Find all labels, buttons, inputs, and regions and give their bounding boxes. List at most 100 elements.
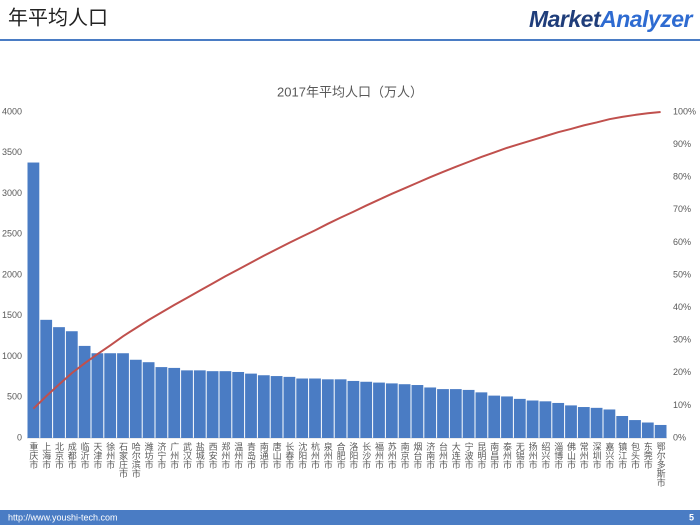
bar [193, 370, 206, 438]
bar [437, 389, 449, 438]
x-tick-label: 合肥市 [336, 441, 346, 470]
x-tick-label: 沈阳市 [297, 441, 307, 470]
bar [78, 345, 91, 438]
x-tick-label: 成都市 [67, 441, 77, 470]
bar [654, 424, 667, 438]
y2-tick-label: 60% [673, 237, 691, 247]
x-tick-label: 南昌市 [489, 441, 499, 470]
bar [513, 398, 526, 438]
y-tick-label: 2000 [2, 269, 22, 279]
x-tick-label: 福州市 [374, 441, 384, 470]
x-tick-label: 宁波市 [464, 441, 474, 470]
logo-part: Market [529, 6, 602, 32]
bar [629, 420, 641, 438]
x-tick-label: 深圳市 [592, 442, 602, 470]
bar [398, 384, 411, 438]
bar [616, 415, 629, 438]
bar [641, 422, 654, 438]
x-tick-label: 广州市 [169, 441, 179, 470]
bar [245, 373, 257, 438]
x-tick-label: 临沂市 [80, 441, 90, 470]
y2-tick-label: 10% [673, 400, 691, 410]
x-tick-label: 杭州市 [310, 441, 320, 470]
y-tick-label: 2500 [2, 229, 22, 239]
bar [53, 327, 65, 438]
y2-tick-label: 100% [673, 106, 696, 116]
x-tick-label: 盐城市 [195, 441, 205, 470]
bar [385, 383, 398, 438]
bar [424, 387, 437, 438]
y-tick-label: 1500 [2, 310, 22, 320]
logo-part: Analyzer [599, 6, 693, 32]
y2-tick-label: 20% [673, 367, 691, 377]
x-tick-label: 台州市 [438, 441, 448, 470]
y-tick-label: 4000 [2, 106, 22, 116]
x-tick-label: 常州市 [579, 441, 589, 470]
bar [475, 392, 488, 438]
footer-bar [0, 510, 700, 525]
x-tick-label: 上海市 [41, 442, 51, 470]
bar [270, 376, 283, 438]
bar [296, 378, 309, 438]
bar [129, 359, 142, 438]
bar [347, 380, 360, 438]
logo: MarketAnalyzer [529, 6, 694, 32]
x-tick-label: 泉州市 [323, 441, 333, 470]
x-tick-label: 郑州市 [220, 441, 230, 470]
x-tick-label: 昆明市 [476, 442, 486, 470]
bar [283, 376, 296, 438]
bar [360, 381, 373, 438]
x-tick-label: 佛山市 [566, 441, 576, 470]
bar [206, 371, 219, 438]
x-tick-label: 青岛市 [246, 441, 256, 470]
x-tick-label: 包头市 [630, 441, 640, 470]
bar [232, 371, 245, 438]
bar [577, 407, 590, 438]
header-rule [0, 39, 700, 41]
y2-tick-label: 30% [673, 335, 691, 345]
x-tick-label: 洛阳市 [348, 441, 358, 470]
bar [142, 362, 155, 438]
y2-tick-label: 90% [673, 139, 691, 149]
x-tick-label: 扬州市 [528, 441, 538, 470]
x-tick-label: 重庆市 [28, 441, 38, 470]
x-tick-label: 绍兴市 [540, 441, 550, 470]
x-tick-label: 北京市 [54, 442, 64, 470]
bar [91, 353, 104, 438]
cumulative-line [32, 111, 661, 410]
bar [590, 407, 603, 438]
bar [488, 395, 501, 438]
x-tick-label: 泰州市 [502, 441, 512, 470]
x-tick-label: 徐州市 [105, 441, 115, 470]
x-tick-label: 哈尔滨市 [131, 441, 141, 479]
bar [373, 382, 385, 438]
bar [501, 396, 513, 438]
y2-tick-label: 40% [673, 302, 691, 312]
x-tick-label: 天津市 [92, 442, 102, 470]
x-tick-label: 西安市 [208, 442, 218, 470]
bar [65, 331, 78, 438]
x-tick-label: 鄂尔多斯市 [656, 442, 666, 488]
bar [27, 162, 40, 438]
x-tick-label: 苏州市 [387, 441, 397, 470]
y-tick-label: 500 [7, 392, 22, 402]
x-tick-label: 长春市 [284, 441, 294, 470]
x-tick-label: 无锡市 [515, 442, 525, 470]
page-title: 年平均人口 [8, 6, 108, 29]
bar [603, 409, 616, 438]
x-tick-label: 济宁市 [156, 441, 166, 470]
bar [117, 353, 129, 438]
bar [155, 367, 168, 438]
bar [40, 319, 53, 438]
bar [539, 401, 552, 438]
y2-tick-label: 80% [673, 172, 691, 182]
bar [219, 371, 232, 438]
x-tick-label: 镇江市 [617, 441, 627, 470]
x-tick-label: 南通市 [259, 441, 269, 470]
x-tick-label: 潍坊市 [144, 441, 154, 470]
footer-url: http://www.youshi-tech.com [8, 512, 118, 522]
x-tick-label: 嘉兴市 [604, 441, 614, 470]
x-tick-label: 烟台市 [412, 441, 422, 470]
y-tick-label: 3000 [2, 188, 22, 198]
